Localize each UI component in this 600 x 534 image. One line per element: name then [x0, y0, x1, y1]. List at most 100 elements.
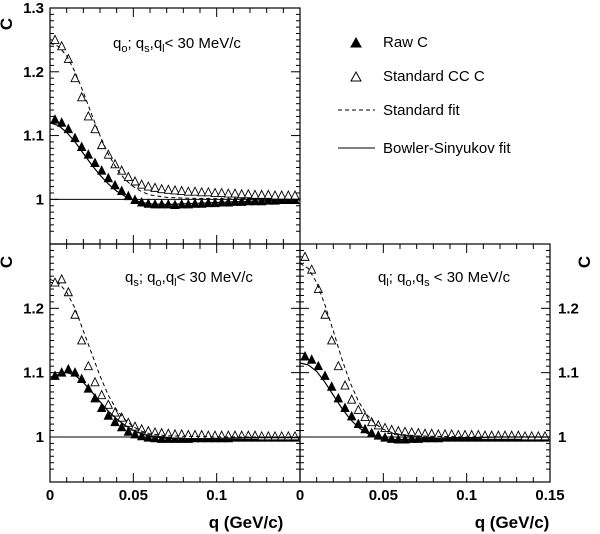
data-point-raw-c	[70, 132, 80, 143]
y-tick-label: 1.2	[23, 64, 44, 81]
y-axis-title-top-left: C	[0, 18, 16, 30]
data-point-raw-c	[143, 432, 154, 442]
data-point-standard-cc-c	[110, 158, 120, 169]
plot-layer: 1 1.1 1.2 1.3 1 1.1 1.2 0 0.05 0.1 1 1.1 1.2 0 0.05 0.1…	[23, 0, 579, 504]
x-tick-label: 0.1	[456, 487, 477, 504]
x-axis-title-right: q (GeV/c)	[475, 513, 550, 532]
data-point-standard-cc-c	[236, 188, 247, 199]
data-point-standard-cc-c	[216, 187, 227, 197]
data-point-standard-cc-c	[223, 188, 234, 198]
panel-label-bottom-right: ql; qo,qs < 30 MeV/c	[378, 269, 511, 289]
data-point-raw-c	[63, 123, 74, 134]
data-point-raw-c	[116, 421, 127, 432]
x-tick-label: 0.05	[369, 487, 398, 504]
data-point-raw-c	[110, 416, 120, 427]
y-tick-label: 1.3	[23, 0, 44, 17]
legend-marker-raw-c	[350, 36, 362, 48]
data-point-standard-cc-c	[413, 427, 424, 438]
x-tick-label: 0.1	[206, 487, 227, 504]
panel-label-bottom-left: qs; qo,ql< 30 MeV/c	[125, 269, 253, 289]
data-point-standard-cc-c	[116, 412, 127, 422]
data-point-standard-cc-c	[263, 189, 274, 199]
data-point-standard-cc-c	[150, 182, 160, 192]
y-tick-label: 1.1	[23, 128, 44, 145]
data-point-standard-cc-c	[163, 184, 174, 194]
data-point-standard-cc-c	[70, 309, 80, 319]
data-point-standard-cc-c	[56, 273, 67, 284]
data-point-standard-cc-c	[290, 190, 300, 200]
data-point-raw-c	[340, 402, 350, 412]
data-point-standard-cc-c	[520, 430, 530, 441]
data-point-raw-c	[386, 433, 397, 443]
data-point-standard-cc-c	[360, 411, 370, 421]
data-point-standard-cc-c	[230, 188, 240, 198]
y-tick-label: 1.2	[23, 300, 44, 317]
data-point-standard-cc-c	[526, 430, 537, 441]
y-tick-label: 1	[36, 191, 44, 208]
data-point-standard-cc-c	[90, 376, 100, 387]
series-line-bowler-sinyukov-fit	[299, 362, 550, 441]
data-point-raw-c	[63, 363, 74, 374]
data-point-standard-cc-c	[110, 407, 120, 417]
data-point-standard-cc-c	[290, 430, 300, 441]
data-point-raw-c	[96, 402, 107, 412]
data-point-standard-cc-c	[340, 380, 350, 390]
data-point-standard-cc-c	[170, 184, 180, 195]
data-point-standard-cc-c	[130, 175, 140, 186]
data-point-standard-cc-c	[406, 426, 417, 437]
legend-label-standard-fit: Standard fit	[383, 102, 461, 119]
data-point-raw-c	[150, 432, 160, 443]
y-tick-label: 1.1	[23, 365, 44, 382]
x-tick-label: 0	[46, 487, 54, 504]
data-point-standard-cc-c	[326, 334, 337, 345]
data-point-standard-cc-c	[143, 181, 154, 191]
data-point-standard-cc-c	[393, 425, 404, 436]
data-point-standard-cc-c	[346, 394, 357, 404]
data-point-standard-cc-c	[400, 426, 410, 436]
data-point-standard-cc-c	[243, 188, 254, 199]
data-point-standard-cc-c	[136, 179, 147, 189]
data-point-standard-cc-c	[76, 91, 87, 102]
data-point-standard-cc-c	[163, 428, 174, 438]
data-point-standard-cc-c	[83, 360, 94, 371]
data-point-standard-cc-c	[76, 334, 87, 345]
data-point-standard-cc-c	[96, 139, 107, 150]
y-axis-title-bottom-right: C	[575, 256, 594, 268]
data-point-standard-cc-c	[203, 186, 214, 197]
data-point-standard-cc-c	[176, 185, 187, 196]
data-point-standard-cc-c	[426, 428, 437, 438]
y-axis-title-bottom-left: C	[0, 256, 16, 268]
data-point-standard-cc-c	[250, 189, 260, 199]
data-point-standard-cc-c	[196, 186, 207, 197]
data-point-standard-cc-c	[150, 426, 160, 437]
data-point-raw-c	[50, 114, 60, 124]
data-point-standard-cc-c	[50, 34, 60, 44]
data-point-raw-c	[103, 410, 114, 420]
data-point-raw-c	[123, 426, 134, 436]
legend-label-standard-cc-c: Standard CC C	[383, 68, 485, 85]
legend-label-bowler-sinyukov-fit: Bowler-Sinyukov fit	[383, 140, 511, 157]
data-point-raw-c	[130, 428, 140, 439]
data-point-standard-cc-c	[283, 190, 294, 200]
data-point-standard-cc-c	[103, 399, 114, 409]
data-point-standard-cc-c	[123, 171, 134, 181]
data-point-standard-cc-c	[143, 425, 154, 436]
data-point-raw-c	[420, 432, 430, 443]
data-point-raw-c	[300, 351, 310, 361]
data-point-raw-c	[103, 172, 114, 183]
y-tick-label: 1.2	[558, 300, 579, 317]
data-point-raw-c	[320, 370, 330, 380]
series-line-bowler-sinyukov-fit	[49, 122, 300, 206]
data-point-raw-c	[136, 430, 147, 441]
data-point-standard-cc-c	[540, 430, 550, 441]
data-point-standard-cc-c	[183, 186, 194, 196]
data-point-standard-cc-c	[83, 110, 94, 121]
data-point-standard-cc-c	[366, 416, 377, 427]
data-point-standard-cc-c	[270, 190, 280, 200]
data-point-standard-cc-c	[420, 428, 430, 438]
data-point-standard-cc-c	[256, 189, 267, 199]
data-point-standard-cc-c	[156, 183, 167, 194]
series-line-standard-fit	[49, 42, 301, 200]
data-point-raw-c	[406, 433, 417, 443]
